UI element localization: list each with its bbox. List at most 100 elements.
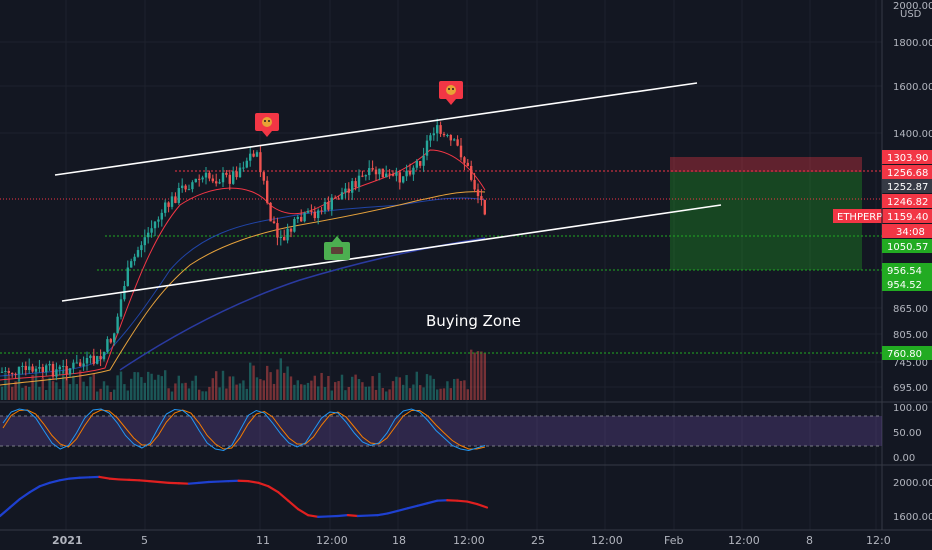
candle-body — [109, 339, 112, 343]
volume-bar — [439, 388, 442, 400]
price-tick-1800: 1800.00 — [893, 38, 932, 49]
oscillator-segment — [38, 481, 51, 488]
volume-bar — [249, 362, 252, 400]
volume-bar — [344, 390, 347, 400]
volume-bar — [337, 381, 340, 400]
candle-body — [102, 351, 106, 360]
volume-bar — [204, 391, 208, 400]
oscillator-segment — [297, 508, 310, 517]
candle-body — [31, 366, 34, 372]
volume-bar — [116, 375, 119, 400]
candle-body — [361, 175, 364, 177]
candle-body — [106, 339, 109, 352]
channel-lower-line[interactable] — [61, 204, 722, 302]
oscillator-segment — [147, 480, 161, 484]
volume-bar — [167, 388, 170, 400]
channel-upper-line[interactable] — [54, 82, 698, 176]
volume-bar — [402, 384, 405, 400]
oscillator-segment — [187, 481, 200, 485]
volume-bar — [330, 390, 333, 400]
volume-bar — [164, 370, 167, 400]
volume-bar — [225, 388, 228, 400]
sell-marker-2[interactable] — [439, 81, 463, 105]
volume-bar — [391, 381, 395, 400]
candle-body — [89, 355, 92, 359]
candle-body — [119, 299, 123, 317]
volume-bar — [378, 372, 381, 400]
volume-bar — [354, 374, 357, 400]
volume-bar — [28, 386, 31, 400]
candle-body — [408, 170, 412, 175]
volume-bar — [327, 375, 330, 400]
take-profit-zone[interactable] — [670, 172, 862, 270]
ma-mid — [0, 191, 486, 386]
oscillator-segment — [336, 514, 349, 518]
candle-body — [96, 356, 99, 364]
volume-bar — [99, 388, 102, 400]
volume-bar — [106, 385, 109, 400]
candle-body — [439, 125, 442, 134]
buy-marker[interactable] — [324, 236, 350, 260]
candle-body — [235, 171, 238, 178]
volume-bar — [364, 386, 367, 400]
volume-bar — [476, 351, 480, 400]
stop-loss-zone[interactable] — [670, 157, 862, 172]
volume-bar — [194, 375, 197, 400]
volume-bar — [51, 381, 55, 400]
candle-body — [330, 197, 333, 210]
volume-bar — [41, 377, 44, 400]
volume-bar — [419, 385, 422, 400]
candle-body — [279, 236, 282, 238]
candle-body — [82, 363, 85, 367]
volume-bar — [109, 391, 112, 400]
volume-bar — [313, 375, 316, 400]
volume-bar — [92, 373, 95, 400]
volume-bar — [126, 390, 129, 400]
volume-bar — [255, 377, 259, 400]
candle-body — [14, 373, 17, 375]
time-label-8: Feb — [664, 534, 683, 547]
candle-body — [425, 140, 429, 156]
candle-body — [344, 188, 347, 193]
candle-body — [238, 167, 242, 178]
volume-bar — [371, 376, 374, 400]
candle-body — [133, 256, 136, 262]
candle-body — [201, 177, 204, 180]
price-tag-1159: 1159.40 — [887, 212, 928, 223]
volume-bar — [232, 376, 235, 400]
candle-body — [419, 160, 422, 166]
volume-bar — [31, 374, 34, 400]
volume-bar — [412, 384, 415, 400]
oscillator-segment — [416, 502, 429, 507]
volume-bar — [102, 381, 106, 400]
candle-body — [4, 371, 7, 373]
volume-bar — [436, 389, 439, 400]
price-tick-865: 865.00 — [893, 304, 928, 315]
volume-bar — [398, 377, 401, 400]
candle-body — [374, 169, 378, 175]
price-tick-1600: 1600.00 — [893, 82, 932, 93]
volume-bar — [463, 380, 466, 400]
candle-body — [28, 366, 31, 371]
candle-body — [354, 181, 357, 188]
candle-body — [442, 133, 446, 136]
time-axis[interactable]: 2021 5 11 12:00 18 12:00 25 12:00 Feb 12… — [52, 534, 891, 547]
oscillator-segment — [197, 480, 210, 484]
price-axis[interactable]: 2000.00 USD 1800.00 1600.00 1400.00 865.… — [893, 1, 932, 394]
candle-body — [153, 221, 157, 229]
stoch-tick-50: 50.00 — [893, 428, 922, 439]
candle-body — [198, 178, 201, 180]
bear-icon — [262, 117, 272, 127]
oscillator-segment — [376, 512, 389, 517]
oscillator-segment — [108, 477, 121, 481]
volume-bar — [374, 389, 378, 400]
sell-marker-1[interactable] — [255, 113, 279, 137]
candle-body — [147, 232, 150, 238]
oscillator-segment — [277, 491, 290, 502]
candle-body — [140, 245, 143, 251]
candle-body — [303, 212, 306, 222]
volume-bar — [187, 388, 191, 400]
candle-body — [327, 201, 330, 210]
candle-body — [269, 202, 272, 222]
